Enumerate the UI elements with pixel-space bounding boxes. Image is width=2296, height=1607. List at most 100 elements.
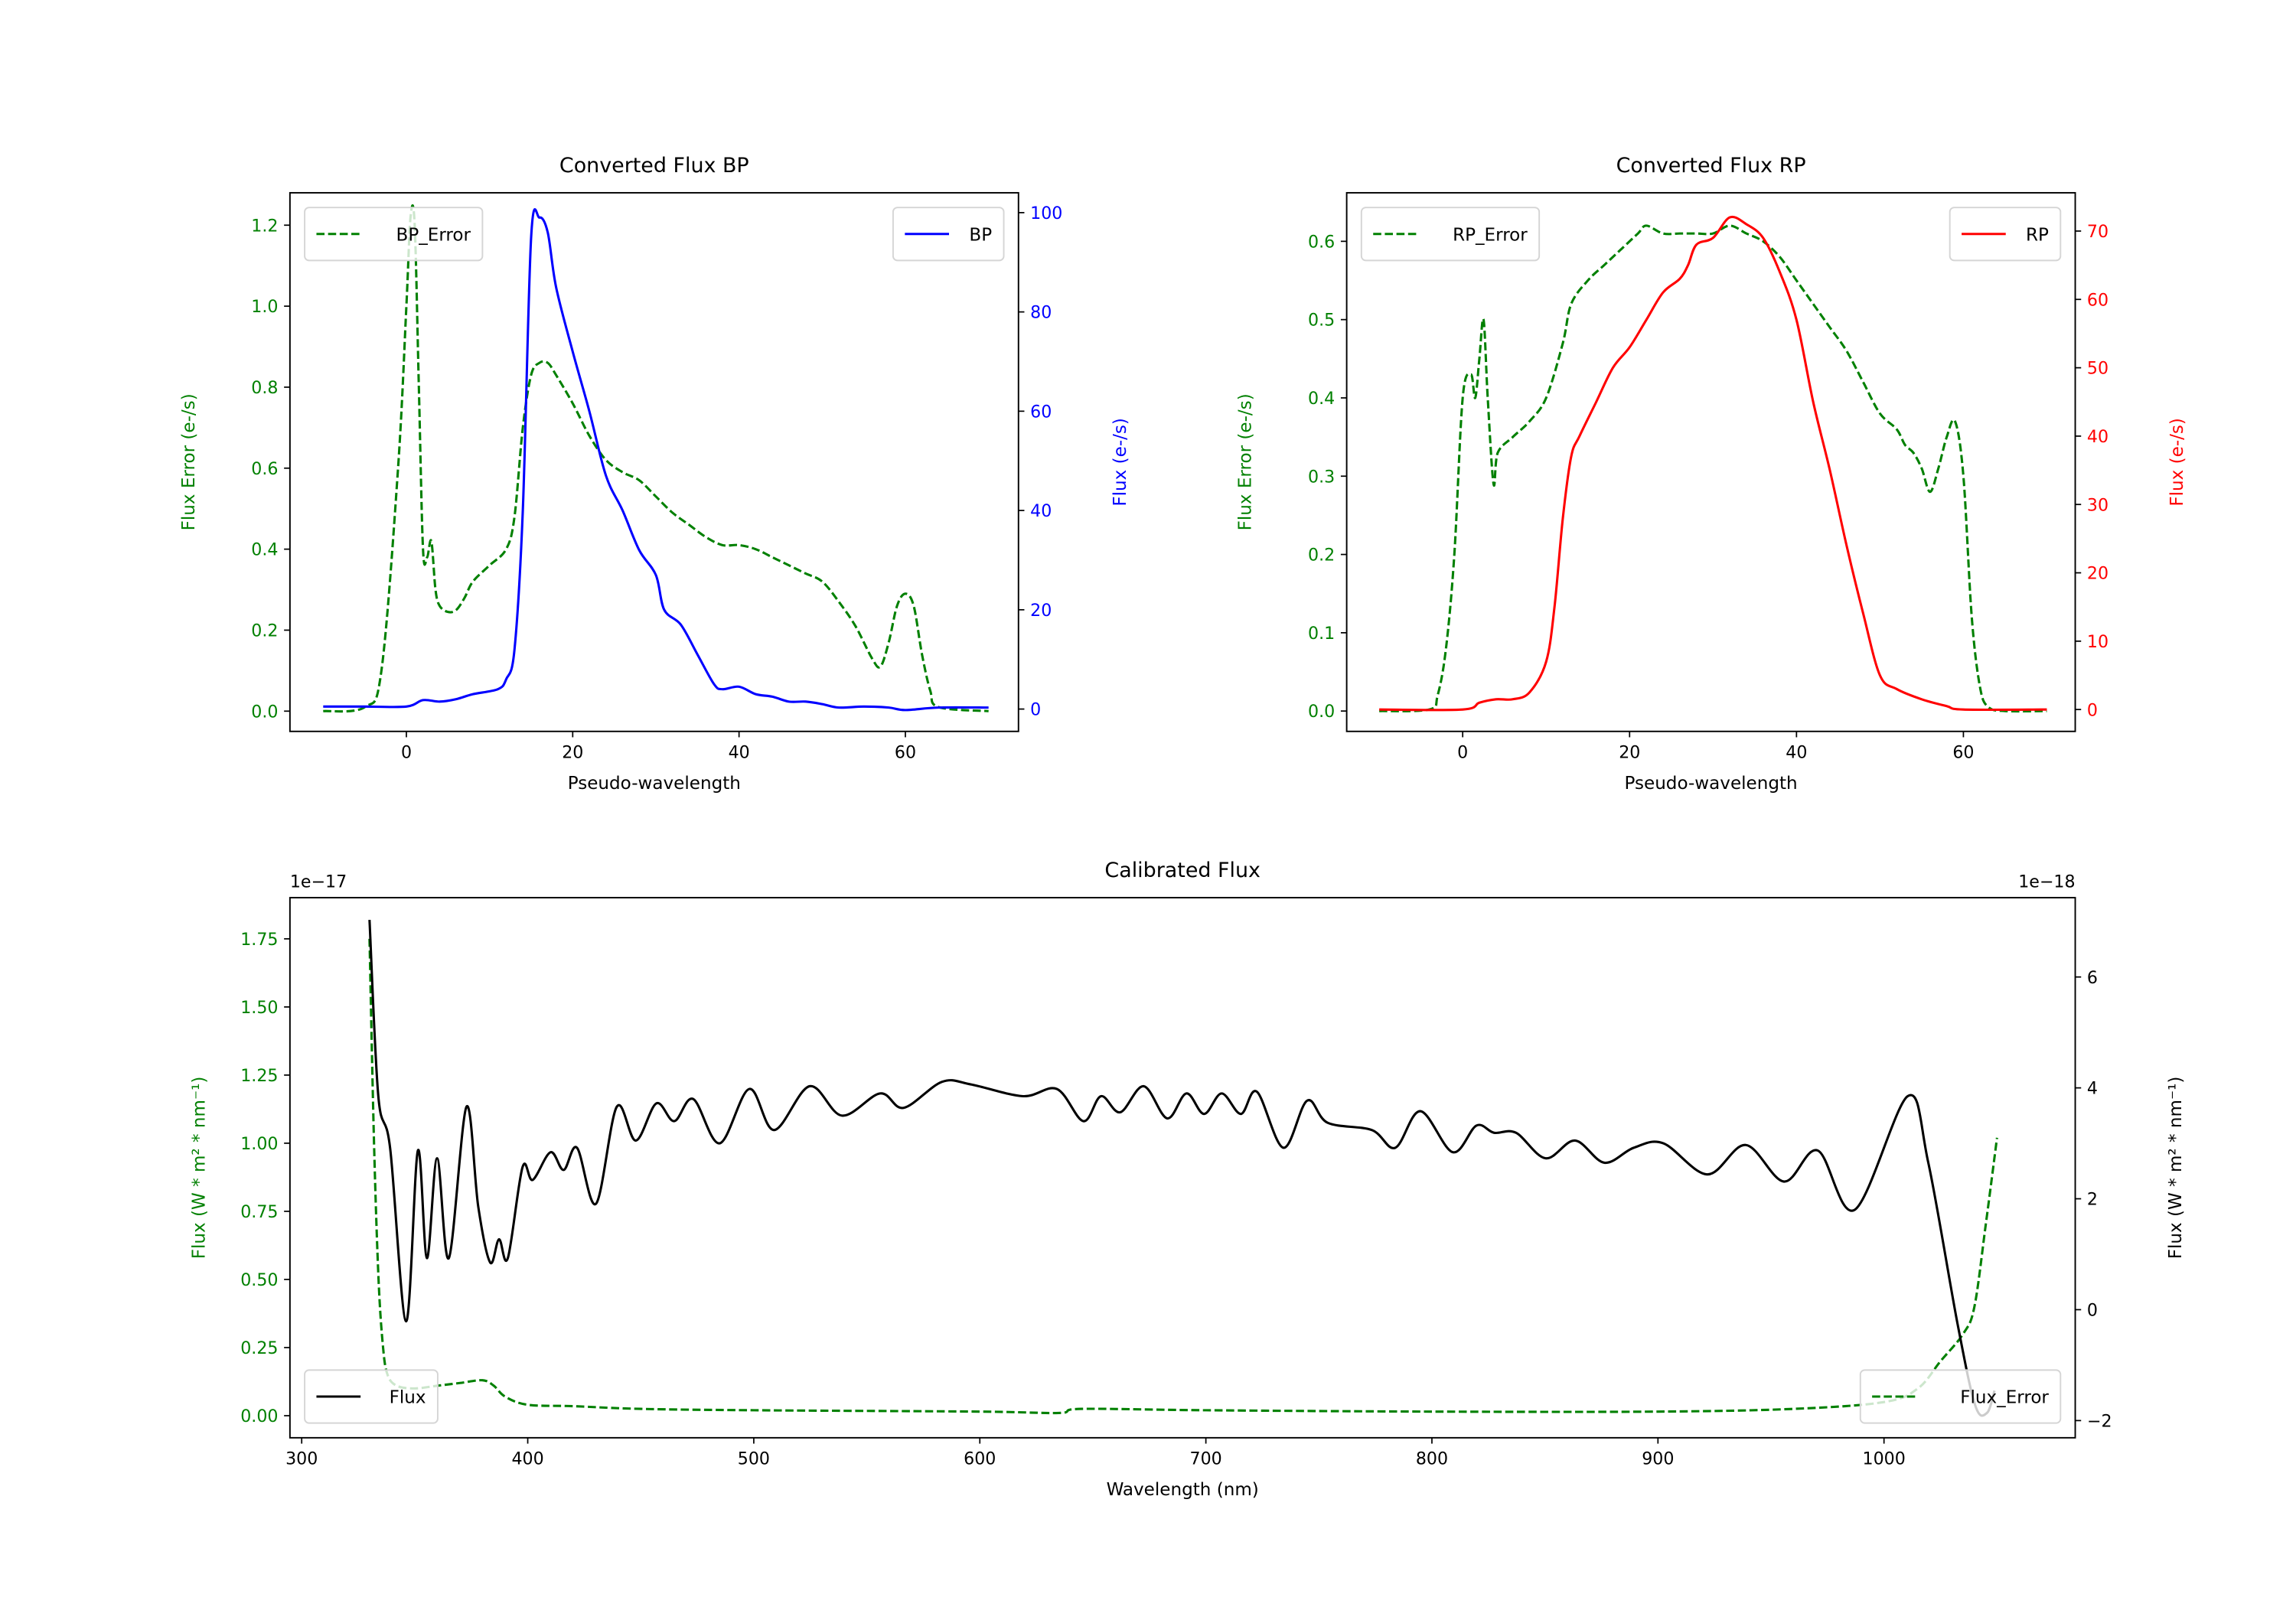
legend-label: Flux_Error <box>1960 1388 2049 1408</box>
y-left-axis-label: Flux Error (e-/s) <box>1236 393 1256 530</box>
y-left-tick-label: 1.75 <box>240 930 278 950</box>
y-left-tick-label: 0.25 <box>240 1338 278 1358</box>
y-right-tick-label: 70 <box>2087 222 2108 242</box>
y-right-tick-label: 40 <box>2087 427 2108 447</box>
legend-rp-error: RP_Error <box>1360 207 1541 262</box>
legend-bp-error: BP_Error <box>304 207 484 262</box>
x-axis-label: Wavelength (nm) <box>1107 1480 1259 1500</box>
legend-box <box>1859 1369 2062 1424</box>
y-right-axis-label: Flux (e-/s) <box>2167 418 2187 507</box>
x-tick-label: 60 <box>895 742 916 762</box>
y-right-tick-label: 50 <box>2087 359 2108 379</box>
series-line-rp-error <box>1379 224 2047 713</box>
calibrated-panel: 300 400 500 600 700 800 900 1000 0.00 0.25 0.50 0.7… <box>189 859 2186 1500</box>
y-left-axis-label: Flux (W * m² * nm⁻¹) <box>189 1077 209 1260</box>
y-left-offset-text: 1e−17 <box>290 872 347 892</box>
y-left-tick-label: 1.25 <box>240 1066 278 1086</box>
legend-box <box>304 1369 439 1424</box>
y-right-tick-label: 0 <box>2087 1301 2098 1321</box>
y-left-tick-label: 0.50 <box>240 1270 278 1290</box>
y-left-tick-label: 0.4 <box>251 540 278 560</box>
y-left-tick-label: 1.50 <box>240 998 278 1018</box>
x-tick-label: 40 <box>729 742 750 762</box>
y-right-tick-label: 10 <box>2087 632 2108 652</box>
y-right-tick-label: 0 <box>1030 700 1041 720</box>
y-right-tick-label: 4 <box>2087 1079 2098 1099</box>
legend-bp: BP <box>892 207 1005 262</box>
legend-box <box>304 207 484 262</box>
x-tick-label: 600 <box>964 1449 996 1468</box>
legend-label: RP_Error <box>1453 225 1528 245</box>
x-tick-label: 500 <box>738 1449 770 1468</box>
y-left-tick-label: 0.8 <box>251 378 278 398</box>
series-line-flux-error <box>368 938 1998 1415</box>
y-right-offset-text: 1e−18 <box>2018 872 2075 892</box>
x-tick-label: 900 <box>1642 1449 1674 1468</box>
series-group <box>323 204 989 713</box>
y-left-tick-label: 0.75 <box>240 1202 278 1222</box>
y-left-axis-label: Flux Error (e-/s) <box>179 393 199 530</box>
chart-title: Converted Flux RP <box>1616 154 1806 178</box>
x-tick-label: 0 <box>401 742 412 762</box>
bp-panel: 0 20 40 60 0.0 0.2 0.4 0.6 0.8 1.0 1.2 0 20 40 60 80 100… <box>179 154 1130 794</box>
y-left-tick-label: 0.2 <box>1308 546 1335 566</box>
y-right-tick-label: 80 <box>1030 303 1052 323</box>
y-left-tick-label: 0.6 <box>251 459 278 479</box>
y-right-tick-label: 40 <box>1030 501 1052 521</box>
axes-frame <box>289 191 1019 732</box>
y-right-tick-label: 60 <box>1030 402 1052 422</box>
x-tick-label: 1000 <box>1863 1449 1906 1468</box>
x-tick-label: 20 <box>1619 742 1640 762</box>
y-right-axis-label: Flux (e-/s) <box>1110 418 1130 507</box>
y-left-tick-label: 0.2 <box>251 621 278 641</box>
series-line-rp <box>1379 215 2047 712</box>
legend-label: BP <box>969 225 992 245</box>
x-tick-label: 40 <box>1786 742 1807 762</box>
y-right-tick-label: 0 <box>2087 700 2098 720</box>
x-axis-label: Pseudo-wavelength <box>568 774 741 794</box>
series-line-bp <box>323 208 989 712</box>
y-left-tick-label: 0.00 <box>240 1407 278 1426</box>
y-right-axis-label: Flux (W * m² * nm⁻¹) <box>2166 1077 2186 1260</box>
y-left-tick-label: 0.6 <box>1308 232 1335 252</box>
y-left-tick-label: 0.4 <box>1308 389 1335 409</box>
y-right-tick-label: −2 <box>2087 1411 2112 1431</box>
y-right-tick-label: 6 <box>2087 968 2098 988</box>
legend-label: RP <box>2026 225 2049 245</box>
y-right-tick-label: 2 <box>2087 1190 2098 1210</box>
x-axis-label: Pseudo-wavelength <box>1624 774 1797 794</box>
y-right-tick-label: 60 <box>2087 290 2108 310</box>
legend-flux-error: Flux_Error <box>1859 1369 2062 1424</box>
y-right-tick-label: 30 <box>2087 495 2108 515</box>
rp-panel: 0 20 40 60 0.0 0.1 0.2 0.3 0.4 0.5 0.6 0 10 20 30 40 50 6… <box>1236 154 2187 794</box>
y-left-tick-label: 0.0 <box>1308 702 1335 722</box>
legend-label: BP_Error <box>396 225 471 245</box>
x-tick-label: 400 <box>511 1449 543 1468</box>
y-right-tick-label: 20 <box>2087 564 2108 584</box>
y-left-tick-label: 0.1 <box>1308 624 1335 644</box>
axes-frame <box>1345 191 2076 732</box>
legend-box <box>1360 207 1541 262</box>
series-line-flux <box>368 919 1996 1417</box>
x-tick-label: 800 <box>1416 1449 1448 1468</box>
chart-title: Calibrated Flux <box>1104 859 1261 882</box>
y-left-tick-label: 1.0 <box>251 297 278 317</box>
series-group <box>1379 215 2047 713</box>
y-left-tick-label: 1.2 <box>251 216 278 236</box>
legend-flux: Flux <box>304 1369 439 1424</box>
x-tick-label: 60 <box>1952 742 1974 762</box>
y-right-tick-label: 100 <box>1030 204 1062 223</box>
y-left-tick-label: 0.0 <box>251 702 278 722</box>
y-right-tick-label: 20 <box>1030 601 1052 621</box>
y-left-tick-label: 0.5 <box>1308 311 1335 331</box>
legend-label: Flux <box>390 1388 426 1408</box>
x-tick-label: 300 <box>285 1449 318 1468</box>
legend-rp: RP <box>1949 207 2062 262</box>
x-tick-label: 700 <box>1190 1449 1222 1468</box>
x-tick-label: 20 <box>562 742 583 762</box>
chart-title: Converted Flux BP <box>559 154 749 178</box>
series-line-bp-error <box>323 204 989 713</box>
x-tick-label: 0 <box>1457 742 1468 762</box>
y-left-tick-label: 1.00 <box>240 1134 278 1154</box>
